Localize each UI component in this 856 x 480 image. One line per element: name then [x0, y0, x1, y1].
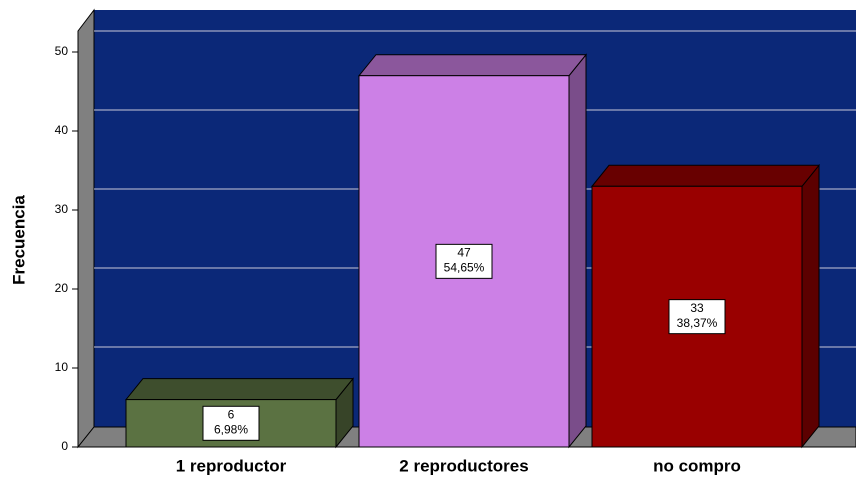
data-label-box	[435, 243, 493, 279]
bar-top	[124, 378, 355, 401]
data-label-box	[668, 299, 726, 335]
data-label: 47	[457, 246, 471, 260]
data-label: 33	[690, 301, 704, 315]
data-label-box	[202, 405, 260, 441]
bar-top	[357, 54, 588, 77]
side-wall	[77, 8, 95, 449]
y-tick-label: 20	[55, 281, 69, 295]
percentage-label: 54,65%	[444, 261, 485, 275]
data-label: 6	[228, 407, 235, 421]
y-tick-label: 10	[55, 360, 69, 374]
y-tick-label: 50	[55, 44, 69, 58]
bar-side	[568, 53, 587, 449]
x-tick-label: 2 reproductores	[399, 456, 528, 475]
percentage-label: 6,98%	[214, 422, 248, 436]
bar-top	[590, 164, 821, 187]
percentage-label: 38,37%	[677, 316, 718, 330]
y-tick-label: 0	[61, 439, 68, 453]
y-axis-title: Frecuencia	[9, 195, 28, 285]
bar-side	[801, 163, 820, 449]
x-tick-label: no compro	[653, 456, 741, 475]
y-tick-label: 30	[55, 202, 69, 216]
x-tick-label: 1 reproductor	[176, 456, 287, 475]
y-tick-label: 40	[55, 123, 69, 137]
